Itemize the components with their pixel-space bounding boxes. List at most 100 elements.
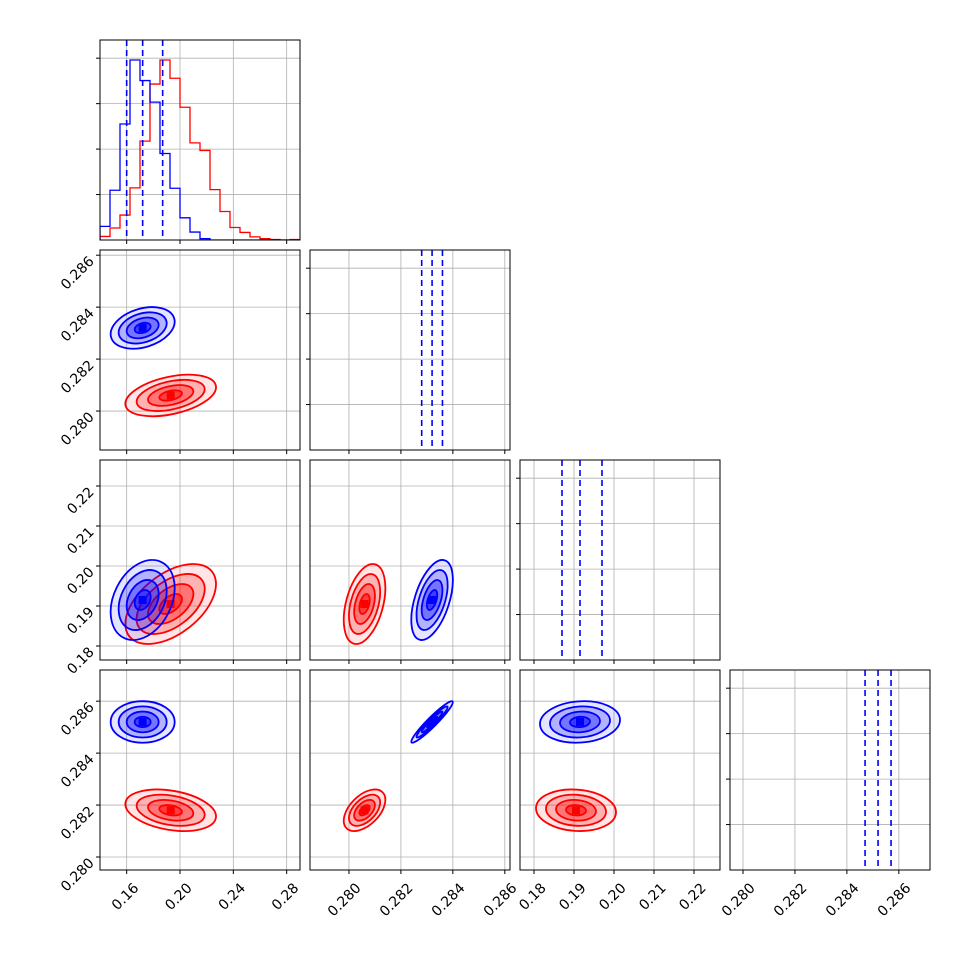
sample-point xyxy=(208,0,210,1)
sample-point xyxy=(115,0,117,1)
sample-point xyxy=(171,0,173,1)
sample-point xyxy=(153,0,155,1)
sample-point xyxy=(154,0,156,1)
sample-point xyxy=(145,0,147,1)
sample-point xyxy=(167,0,169,1)
sample-point xyxy=(172,0,174,1)
sample-point xyxy=(145,0,147,1)
sample-point xyxy=(182,0,184,1)
sample-point xyxy=(147,0,149,1)
sample-point xyxy=(116,0,118,1)
sample-point xyxy=(170,0,172,1)
sample-point xyxy=(170,0,172,1)
sample-point xyxy=(198,0,200,1)
sample-point xyxy=(177,0,179,1)
sample-point xyxy=(140,0,142,1)
sample-point xyxy=(143,0,145,1)
sample-point xyxy=(216,0,218,1)
sample-point xyxy=(153,0,155,1)
sample-point xyxy=(142,0,144,1)
sample-point xyxy=(141,0,143,1)
sample-point xyxy=(180,0,182,1)
sample-point xyxy=(130,0,132,1)
sample-point xyxy=(145,0,147,1)
sample-point xyxy=(143,0,145,1)
sample-point xyxy=(148,0,150,1)
sample-point xyxy=(130,0,132,1)
sample-point xyxy=(155,0,157,1)
sample-point xyxy=(200,0,202,1)
sample-point xyxy=(134,0,136,1)
sample-point xyxy=(203,0,205,1)
sample-point xyxy=(126,0,128,1)
sample-point xyxy=(185,0,187,1)
sample-point xyxy=(145,0,147,1)
sample-point xyxy=(148,0,150,1)
sample-point xyxy=(122,0,124,1)
sample-point xyxy=(168,0,170,1)
sample-point xyxy=(146,0,148,1)
sample-point xyxy=(139,0,141,1)
sample-point xyxy=(131,0,133,1)
sample-point xyxy=(136,0,138,1)
sample-point xyxy=(168,0,170,1)
sample-point xyxy=(176,0,178,1)
sample-point xyxy=(147,0,149,1)
sample-point xyxy=(166,0,168,1)
sample-point xyxy=(161,0,163,1)
sample-point xyxy=(161,0,163,1)
sample-point xyxy=(160,0,162,1)
sample-point xyxy=(145,0,147,1)
sample-point xyxy=(136,0,138,1)
sample-point xyxy=(243,0,245,1)
sample-point xyxy=(198,0,200,1)
sample-point xyxy=(190,0,192,1)
sample-point xyxy=(190,0,192,1)
sample-point xyxy=(169,0,171,1)
sample-point xyxy=(145,0,147,1)
sample-point xyxy=(137,0,139,1)
sample-point xyxy=(165,0,167,1)
sample-point xyxy=(170,0,172,1)
sample-point xyxy=(146,0,148,1)
sample-point xyxy=(187,0,189,1)
sample-point xyxy=(213,0,215,1)
sample-point xyxy=(129,0,131,1)
sample-point xyxy=(116,0,118,1)
sample-point xyxy=(161,0,163,1)
sample-point xyxy=(145,0,147,1)
sample-point xyxy=(160,0,162,1)
sample-point xyxy=(187,0,189,1)
sample-point xyxy=(134,0,136,1)
sample-point xyxy=(159,0,161,1)
sample-point xyxy=(142,0,144,1)
sample-point xyxy=(169,0,171,1)
sample-point xyxy=(112,0,114,1)
sample-point xyxy=(157,0,159,1)
sample-point xyxy=(169,0,171,1)
sample-point xyxy=(136,0,138,1)
sample-point xyxy=(156,0,158,1)
sample-point xyxy=(168,0,170,1)
sample-point xyxy=(130,0,132,1)
sample-point xyxy=(171,0,173,1)
sample-point xyxy=(158,0,160,1)
sample-point xyxy=(170,0,172,1)
sample-point xyxy=(196,0,198,1)
sample-point xyxy=(127,0,129,1)
sample-point xyxy=(174,0,176,1)
sample-point xyxy=(194,0,196,1)
sample-point xyxy=(136,0,138,1)
sample-point xyxy=(172,0,174,1)
sample-point xyxy=(154,0,156,1)
sample-point xyxy=(198,0,200,1)
sample-point xyxy=(171,0,173,1)
sample-point xyxy=(138,0,140,1)
sample-point xyxy=(195,0,197,1)
sample-point xyxy=(110,0,112,1)
sample-point xyxy=(177,0,179,1)
sample-point xyxy=(165,0,167,1)
sample-point xyxy=(194,0,196,1)
sample-point xyxy=(137,0,139,1)
sample-point xyxy=(115,0,117,1)
